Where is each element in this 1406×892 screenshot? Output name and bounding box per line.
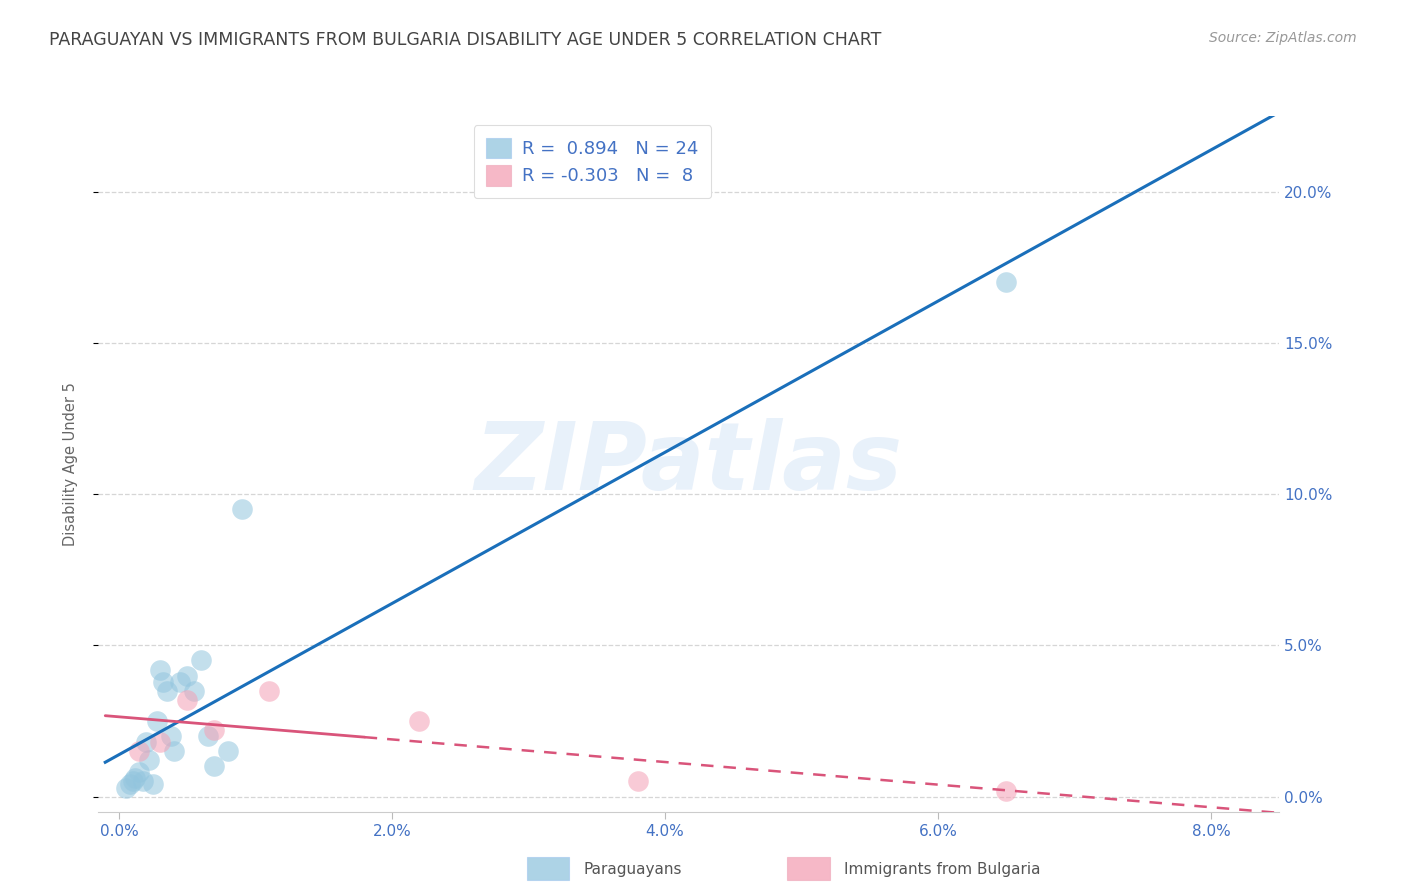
- Point: [162, 744, 184, 758]
- Point: [169, 674, 191, 689]
- Point: [204, 723, 226, 737]
- Legend: R =  0.894   N = 24, R = -0.303   N =  8: R = 0.894 N = 24, R = -0.303 N = 8: [474, 125, 711, 198]
- Point: [132, 774, 155, 789]
- Point: [149, 735, 172, 749]
- Point: [149, 663, 172, 677]
- Point: [146, 714, 169, 728]
- Point: [995, 276, 1018, 290]
- Point: [121, 774, 143, 789]
- Point: [138, 753, 160, 767]
- Point: [231, 502, 253, 516]
- Point: [627, 774, 650, 789]
- Point: [197, 729, 219, 743]
- Text: ZIPatlas: ZIPatlas: [475, 417, 903, 510]
- Point: [152, 674, 174, 689]
- Point: [159, 729, 181, 743]
- Point: [128, 765, 150, 780]
- Point: [183, 683, 205, 698]
- Point: [204, 759, 226, 773]
- Point: [142, 777, 165, 791]
- Text: Paraguayans: Paraguayans: [583, 863, 682, 877]
- Point: [156, 683, 179, 698]
- Text: Immigrants from Bulgaria: Immigrants from Bulgaria: [844, 863, 1040, 877]
- Text: Source: ZipAtlas.com: Source: ZipAtlas.com: [1209, 31, 1357, 45]
- Point: [124, 772, 146, 786]
- Point: [176, 668, 198, 682]
- Point: [176, 693, 198, 707]
- Text: PARAGUAYAN VS IMMIGRANTS FROM BULGARIA DISABILITY AGE UNDER 5 CORRELATION CHART: PARAGUAYAN VS IMMIGRANTS FROM BULGARIA D…: [49, 31, 882, 49]
- Point: [408, 714, 430, 728]
- Point: [217, 744, 239, 758]
- Point: [118, 777, 141, 791]
- Point: [114, 780, 136, 795]
- Point: [257, 683, 280, 698]
- Point: [128, 744, 150, 758]
- Y-axis label: Disability Age Under 5: Disability Age Under 5: [63, 382, 77, 546]
- Point: [995, 783, 1018, 797]
- Point: [190, 653, 212, 667]
- Point: [135, 735, 157, 749]
